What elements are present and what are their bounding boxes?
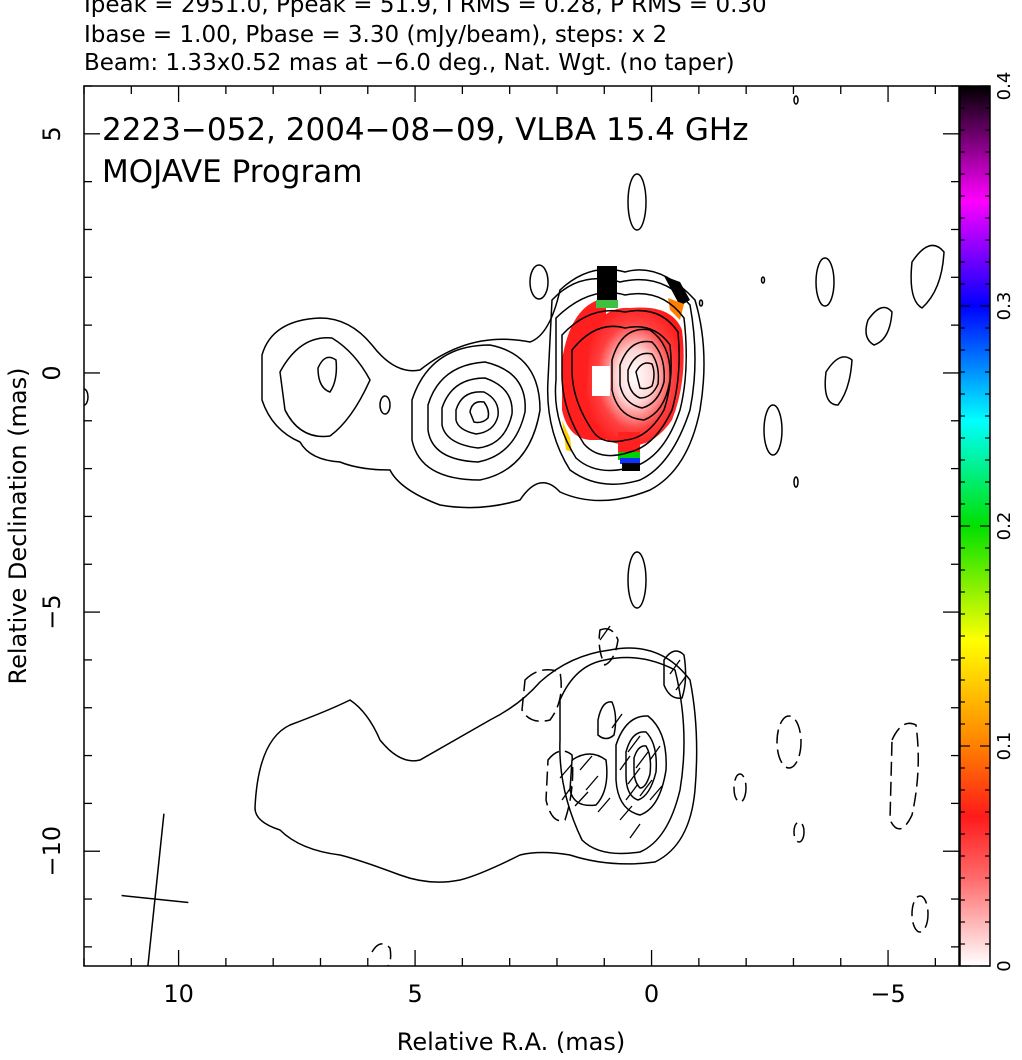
x-tick-label: 0 — [644, 980, 659, 1008]
y-axis-label: Relative Declination (mas) — [4, 367, 32, 685]
plot-title: 2223−052, 2004−08−09, VLBA 15.4 GHz — [102, 112, 749, 148]
colorbar-tick-labels: 0 0.1 0.2 0.3 0.4 — [994, 72, 1015, 972]
pol-map-left-cyan — [596, 300, 618, 308]
x-tick-label: 10 — [163, 980, 194, 1008]
axis-ticks — [83, 85, 959, 966]
total-intensity-contours-upper — [84, 95, 945, 609]
y-tick-label: −10 — [38, 826, 66, 877]
header-line-3: Beam: 1.33x0.52 mas at −6.0 deg., Nat. W… — [84, 50, 735, 76]
image-content — [84, 95, 945, 966]
lower-outer-contour — [254, 647, 698, 883]
polarization-vectors — [559, 625, 687, 839]
plot-frame — [83, 85, 960, 967]
pol-map-center — [586, 307, 684, 446]
pol-map-bottom-blue — [620, 458, 640, 464]
x-tick-label: −5 — [870, 980, 905, 1008]
contours-lower — [254, 647, 698, 883]
y-tick-label: 0 — [38, 365, 66, 380]
y-tick-label: −5 — [38, 594, 66, 629]
colorbar-tick-label: 0.2 — [994, 512, 1015, 541]
polarization-map — [562, 266, 690, 471]
y-tick-labels: 5 0 −5 −10 — [38, 126, 66, 876]
pol-map-white-patch — [592, 366, 610, 396]
plot-subtitle: MOJAVE Program — [102, 154, 363, 190]
x-tick-label: 5 — [407, 980, 422, 1008]
colorbar-ticks — [960, 85, 990, 967]
header-line-2: Ibase = 1.00, Pbase = 3.30 (mJy/beam), s… — [84, 22, 668, 48]
y-tick-label: 5 — [38, 126, 66, 141]
colorbar-tick-label: 0 — [994, 960, 1015, 971]
pol-map-left-edge-yellow — [562, 420, 572, 452]
header-line-1: Ipeak = 2951.0, Ppeak = 51.9, I RMS = 0.… — [84, 0, 767, 18]
colorbar-tick-label: 0.4 — [994, 72, 1015, 101]
x-axis-label: Relative R.A. (mas) — [396, 1028, 626, 1056]
contour-lowest — [261, 268, 705, 509]
pol-map-left-top — [597, 266, 617, 306]
negative-contours-lower — [371, 628, 929, 966]
colorbar-tick-label: 0.1 — [994, 732, 1015, 761]
beam-marker — [121, 813, 189, 966]
pol-map-bottom-green — [618, 452, 640, 460]
x-tick-labels: 10 5 0 −5 — [163, 980, 905, 1008]
colorbar-tick-label: 0.3 — [994, 292, 1015, 321]
